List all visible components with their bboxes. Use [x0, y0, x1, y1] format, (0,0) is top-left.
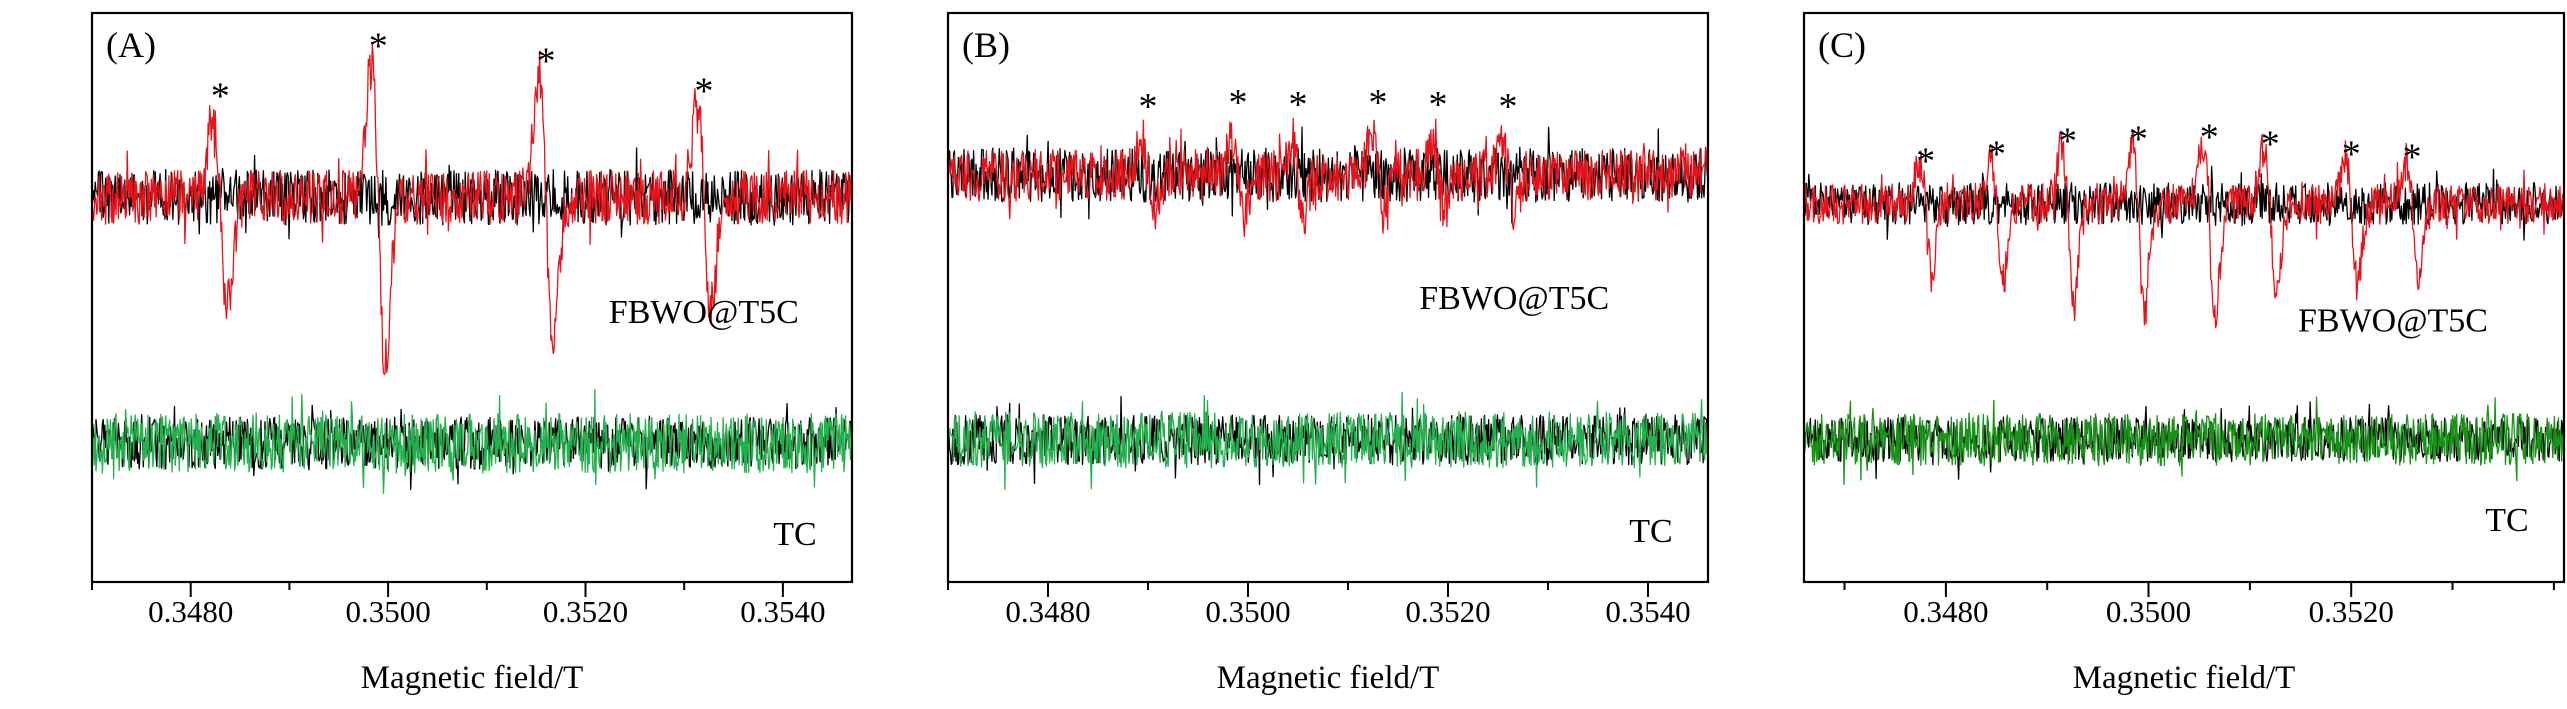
panel-b-plot: 0.3480 0.3500 0.3520 0.3540 Magnetic field/T… [856, 0, 1711, 709]
trace-tc [1805, 396, 2563, 486]
series-label-tc: TC [2485, 502, 2528, 539]
trace-tc [949, 391, 1707, 490]
peak-marker-asterisk: * [1499, 86, 1518, 128]
peak-marker-asterisk: * [369, 25, 388, 67]
peak-marker-asterisk: * [2200, 117, 2219, 159]
x-tick-label: 0.3500 [345, 594, 430, 629]
peak-marker-asterisk: * [1987, 134, 2006, 176]
series-label-fbwo-t5c: FBWO@T5C [1419, 280, 1609, 317]
x-tick-label: 0.3540 [740, 594, 825, 629]
x-tick-label: 0.3500 [1205, 594, 1290, 629]
x-axis-label: Magnetic field/T [361, 660, 584, 696]
x-axis-label: Magnetic field/T [1217, 660, 1440, 696]
peak-marker-asterisk: * [2403, 137, 2422, 179]
peak-marker-asterisk: * [1289, 84, 1308, 126]
x-tick-label: 0.3480 [1005, 594, 1090, 629]
panel-label: (B) [962, 25, 1010, 65]
peak-marker-asterisk: * [2261, 124, 2280, 166]
trace-fbwo-t5c-reference-noise-black [93, 147, 851, 240]
peak-marker-asterisk: * [1916, 141, 1935, 183]
peak-marker-asterisk: * [2129, 119, 2148, 161]
plot-frame [1802, 11, 2566, 584]
peak-marker-asterisk: * [694, 70, 713, 112]
series-label-tc: TC [1629, 513, 1672, 550]
trace-fbwo-t5c [949, 117, 1707, 238]
trace-fbwo-t5c-reference-noise-black [1805, 165, 2563, 241]
panel-label: (A) [106, 25, 156, 65]
plot-frame [90, 11, 854, 584]
x-tick-label: 0.3520 [1405, 594, 1490, 629]
x-tick-label: 0.3540 [1605, 594, 1690, 629]
peak-marker-asterisk: * [537, 40, 556, 82]
series-label-fbwo-t5c: FBWO@T5C [2298, 303, 2488, 340]
peak-marker-asterisk: * [2058, 121, 2077, 163]
series-label-tc: TC [773, 516, 816, 553]
x-axis-label: Magnetic field/T [2073, 660, 2296, 696]
trace-fbwo-t5c [1805, 129, 2563, 329]
panel-c-plot: 0.3480 0.3500 0.3520 Magnetic field/T (C) FBW… [1712, 0, 2567, 709]
plot-frame [946, 11, 1710, 584]
x-tick-label: 0.3520 [543, 594, 628, 629]
series-label-fbwo-t5c: FBWO@T5C [609, 294, 799, 331]
x-tick-label: 0.3520 [2309, 594, 2394, 629]
panel-label: (C) [1818, 25, 1866, 65]
panel-a-plot: 0.3480 0.3500 0.3520 0.3540 Magnetic field/T… [0, 0, 855, 709]
peak-marker-asterisk: * [1369, 82, 1388, 124]
x-tick-label: 0.3480 [148, 594, 233, 629]
x-tick-label: 0.3480 [1903, 594, 1988, 629]
peak-marker-asterisk: * [2342, 134, 2361, 176]
trace-tc [93, 388, 851, 494]
trace-fbwo-t5c [93, 42, 851, 376]
x-tick-label: 0.3500 [2106, 594, 2191, 629]
peak-marker-asterisk: * [211, 75, 230, 117]
peak-marker-asterisk: * [1229, 82, 1248, 124]
peak-marker-asterisk: * [1139, 86, 1158, 128]
peak-marker-asterisk: * [1429, 84, 1448, 126]
